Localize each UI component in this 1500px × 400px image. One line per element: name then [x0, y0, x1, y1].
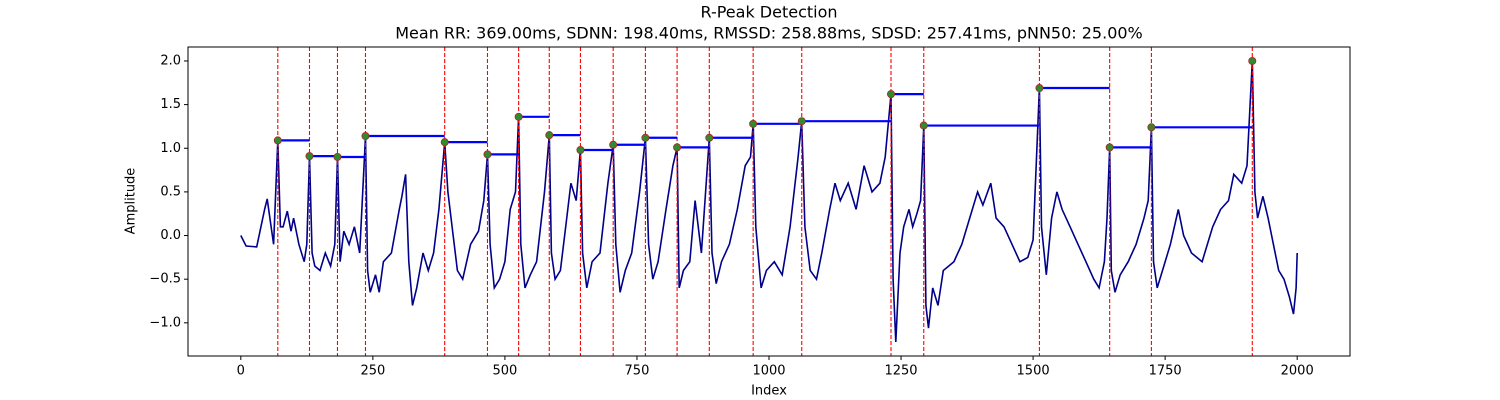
peak-point	[305, 152, 314, 161]
y-tick-label: 2.0	[160, 53, 181, 68]
peak-point	[545, 131, 554, 140]
peak-point	[333, 152, 342, 161]
peak-point	[887, 90, 896, 99]
y-axis-label: Amplitude	[124, 168, 139, 235]
peak-point	[483, 150, 492, 159]
x-tick-label: 500	[492, 364, 517, 379]
peak-point	[609, 140, 618, 149]
peak-point	[705, 133, 714, 142]
signal-line	[240, 60, 1298, 343]
peak-point	[1248, 56, 1257, 65]
x-tick-label: 1750	[1149, 364, 1182, 379]
peak-point	[440, 138, 449, 147]
chart-title: R-Peak Detection	[700, 3, 837, 22]
x-tick-label: 0	[237, 364, 245, 379]
x-tick-label: 1250	[884, 364, 917, 379]
y-tick-label: 1.5	[160, 97, 181, 112]
x-tick-label: 750	[625, 364, 650, 379]
y-tick-label: −1.0	[149, 315, 181, 330]
peak-point	[361, 132, 370, 141]
plot-frame	[187, 46, 1351, 357]
peak-point	[749, 119, 758, 128]
x-axis-label: Index	[751, 384, 787, 399]
peak-point	[1035, 84, 1044, 93]
peak-point	[576, 145, 585, 154]
peak-point	[641, 133, 650, 142]
peak-point	[797, 117, 806, 126]
x-tick-label: 2000	[1281, 364, 1314, 379]
y-tick-label: 1.0	[160, 141, 181, 156]
y-tick-label: 0.0	[160, 228, 181, 243]
peak-point	[514, 112, 523, 121]
peak-point	[1105, 143, 1114, 152]
y-tick-label: 0.5	[160, 184, 181, 199]
x-tick-label: 250	[360, 364, 385, 379]
x-tick-label: 1500	[1017, 364, 1050, 379]
peak-point	[273, 136, 282, 145]
y-tick-label: −0.5	[149, 272, 181, 287]
chart-subtitle: Mean RR: 369.00ms, SDNN: 198.40ms, RMSSD…	[395, 24, 1143, 43]
peak-point	[673, 143, 682, 152]
peak-point	[919, 121, 928, 130]
peak-point	[1147, 123, 1156, 132]
x-tick-label: 1000	[752, 364, 785, 379]
